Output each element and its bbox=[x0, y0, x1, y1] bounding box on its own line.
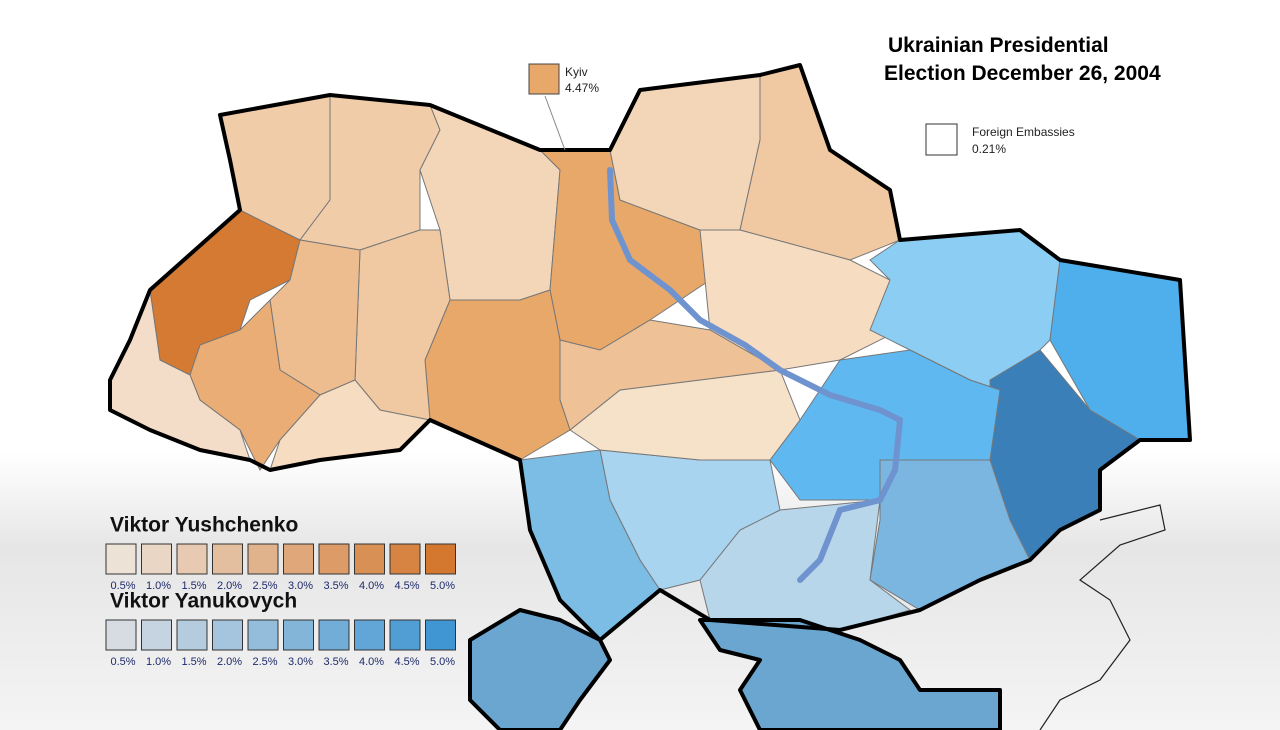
legend-label: 1.5% bbox=[181, 580, 206, 592]
country-border bbox=[108, 63, 1192, 642]
legend-title: Viktor Yushchenko bbox=[110, 514, 298, 537]
embassies-name: Foreign Embassies bbox=[972, 125, 1075, 139]
regions bbox=[109, 64, 1191, 730]
legend-label: 3.0% bbox=[288, 580, 313, 592]
legend-label: 1.0% bbox=[146, 580, 171, 592]
legend-swatch bbox=[283, 543, 314, 575]
legend-label: 3.0% bbox=[288, 656, 313, 668]
legend-label: 3.5% bbox=[323, 656, 348, 668]
legend-swatch bbox=[425, 619, 456, 651]
legend-swatch bbox=[212, 619, 243, 651]
embassies-swatch bbox=[925, 123, 958, 156]
legend-label: 0.5% bbox=[110, 580, 135, 592]
legend-label: 4.0% bbox=[359, 656, 384, 668]
legend: Viktor Yushchenko 0.5% 1.0% 1.5% 2.0% 2.5% 3.0… bbox=[105, 514, 456, 668]
legend-swatch bbox=[176, 619, 208, 651]
legend-swatch bbox=[318, 619, 350, 651]
legend-swatch bbox=[247, 543, 279, 575]
coast-border bbox=[468, 608, 1002, 730]
title-line: Election December 26, 2004 bbox=[884, 62, 1161, 85]
legend-label: 4.0% bbox=[359, 580, 384, 592]
legend-label: 2.0% bbox=[217, 656, 242, 668]
kyiv-value: 4.47% bbox=[565, 81, 599, 95]
legend-label: 2.5% bbox=[252, 656, 277, 668]
legend-swatch bbox=[354, 543, 385, 575]
dnipro-river bbox=[607, 167, 904, 583]
legend-label: 2.0% bbox=[217, 580, 242, 592]
legend-swatch bbox=[141, 543, 172, 575]
legend-label: 0.5% bbox=[110, 656, 135, 668]
legend-label: 1.5% bbox=[181, 656, 206, 668]
legend-swatch bbox=[283, 619, 314, 651]
legend-label: 1.0% bbox=[146, 656, 171, 668]
legend-swatch bbox=[425, 543, 456, 575]
region bbox=[189, 298, 321, 471]
kyiv-name: Kyiv bbox=[565, 65, 588, 79]
neighbor-border bbox=[1039, 504, 1166, 730]
legend-swatch bbox=[141, 619, 172, 651]
legend-swatch bbox=[318, 543, 350, 575]
legend-swatch bbox=[247, 619, 279, 651]
legend-label: 4.5% bbox=[394, 656, 419, 668]
legend-swatch bbox=[354, 619, 385, 651]
legend-swatch bbox=[105, 619, 137, 651]
legend-swatch bbox=[389, 619, 421, 651]
kyiv-leader bbox=[544, 95, 566, 151]
legend-label: 4.5% bbox=[394, 580, 419, 592]
legend-swatch bbox=[389, 543, 421, 575]
title-line: Ukrainian Presidential bbox=[888, 34, 1109, 57]
legend-swatch bbox=[105, 543, 137, 575]
legend-swatch bbox=[212, 543, 243, 575]
legend-label: 2.5% bbox=[252, 580, 277, 592]
legend-label: 5.0% bbox=[430, 656, 455, 668]
kyiv-swatch bbox=[528, 63, 560, 95]
legend-label: 5.0% bbox=[430, 580, 455, 592]
legend-title: Viktor Yanukovych bbox=[110, 590, 297, 613]
legend-swatch bbox=[176, 543, 208, 575]
embassies-value: 0.21% bbox=[972, 142, 1006, 156]
legend-label: 3.5% bbox=[323, 580, 348, 592]
